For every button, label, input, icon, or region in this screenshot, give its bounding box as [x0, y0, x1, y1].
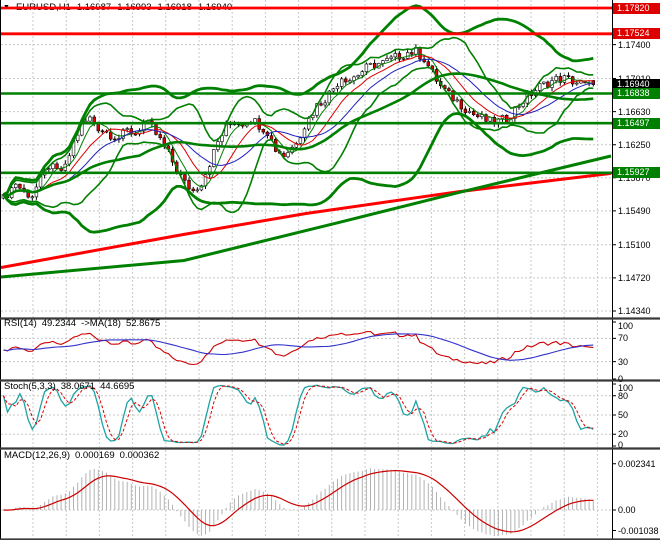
price-badge: 1.16497 [613, 117, 660, 129]
price-badge: 1.17820 [613, 2, 660, 14]
rsi-scale-tick: 0 [618, 374, 624, 384]
price-badge: 1.17524 [613, 28, 660, 40]
price-badge: 1.15927 [613, 167, 660, 179]
macd-name: MACD(12,26,9) [4, 450, 70, 461]
rsi-ma-value: 52.8675 [125, 318, 161, 329]
stoch-scale-tick: 100 [618, 383, 634, 393]
macd-scale-tick: 0.00 [618, 505, 636, 515]
rsi-indicator-label: RSI(14) 49.2344 ->MA(18) 52.8675 [4, 318, 160, 329]
stoch-value: 38.0671 [60, 381, 96, 392]
macd-scale-tick: -0.001038 [618, 525, 659, 536]
rsi-scale-tick: 70 [618, 333, 629, 344]
rsi-ma-name: ->MA(18) [81, 318, 121, 329]
price-badge: 1.16940 [613, 79, 660, 91]
stoch-signal-value: 44.6695 [100, 381, 135, 392]
rsi-pane [3, 330, 594, 366]
stoch-pane [2, 384, 594, 446]
stoch-name: Stoch(5,3,3) [4, 381, 56, 392]
price-tick: 1.15490 [618, 205, 651, 216]
rsi-scale-tick: 100 [618, 321, 634, 331]
macd-pane [3, 468, 594, 536]
macd-signal-value: 0.000362 [119, 450, 160, 461]
price-tick: 1.15100 [618, 239, 651, 250]
macd-value: 0.000169 [75, 450, 115, 461]
rsi-value: 49.2344 [41, 318, 77, 329]
time-axis[interactable]: 22 Aug 201823 Aug 00:0023 Aug 16:0024 Au… [0, 540, 660, 560]
price-badge: 1.16838 [613, 88, 660, 99]
rsi-scale-tick: 30 [618, 356, 629, 367]
stoch-indicator-label: Stoch(5,3,3) 38.0671 44.6695 [4, 381, 134, 392]
stoch-scale-tick: 50 [618, 410, 629, 420]
stoch-scale-tick: 20 [618, 429, 629, 440]
price-tick: 1.17400 [618, 39, 651, 50]
price-tick: 1.14720 [618, 272, 651, 283]
macd-indicator-label: MACD(12,26,9) 0.000169 0.000362 [4, 450, 159, 461]
price-tick: 1.17010 [618, 74, 651, 84]
overlays [1, 4, 612, 279]
price-tick: 1.16630 [618, 106, 651, 117]
rsi-name: RSI(14) [4, 318, 37, 329]
price-tick: 1.14340 [618, 306, 651, 316]
stoch-scale-tick: 80 [618, 390, 629, 401]
macd-scale-tick: 0.002341 [618, 458, 656, 469]
price-tick: 1.16250 [618, 139, 651, 150]
stoch-scale-tick: 0 [618, 440, 624, 450]
